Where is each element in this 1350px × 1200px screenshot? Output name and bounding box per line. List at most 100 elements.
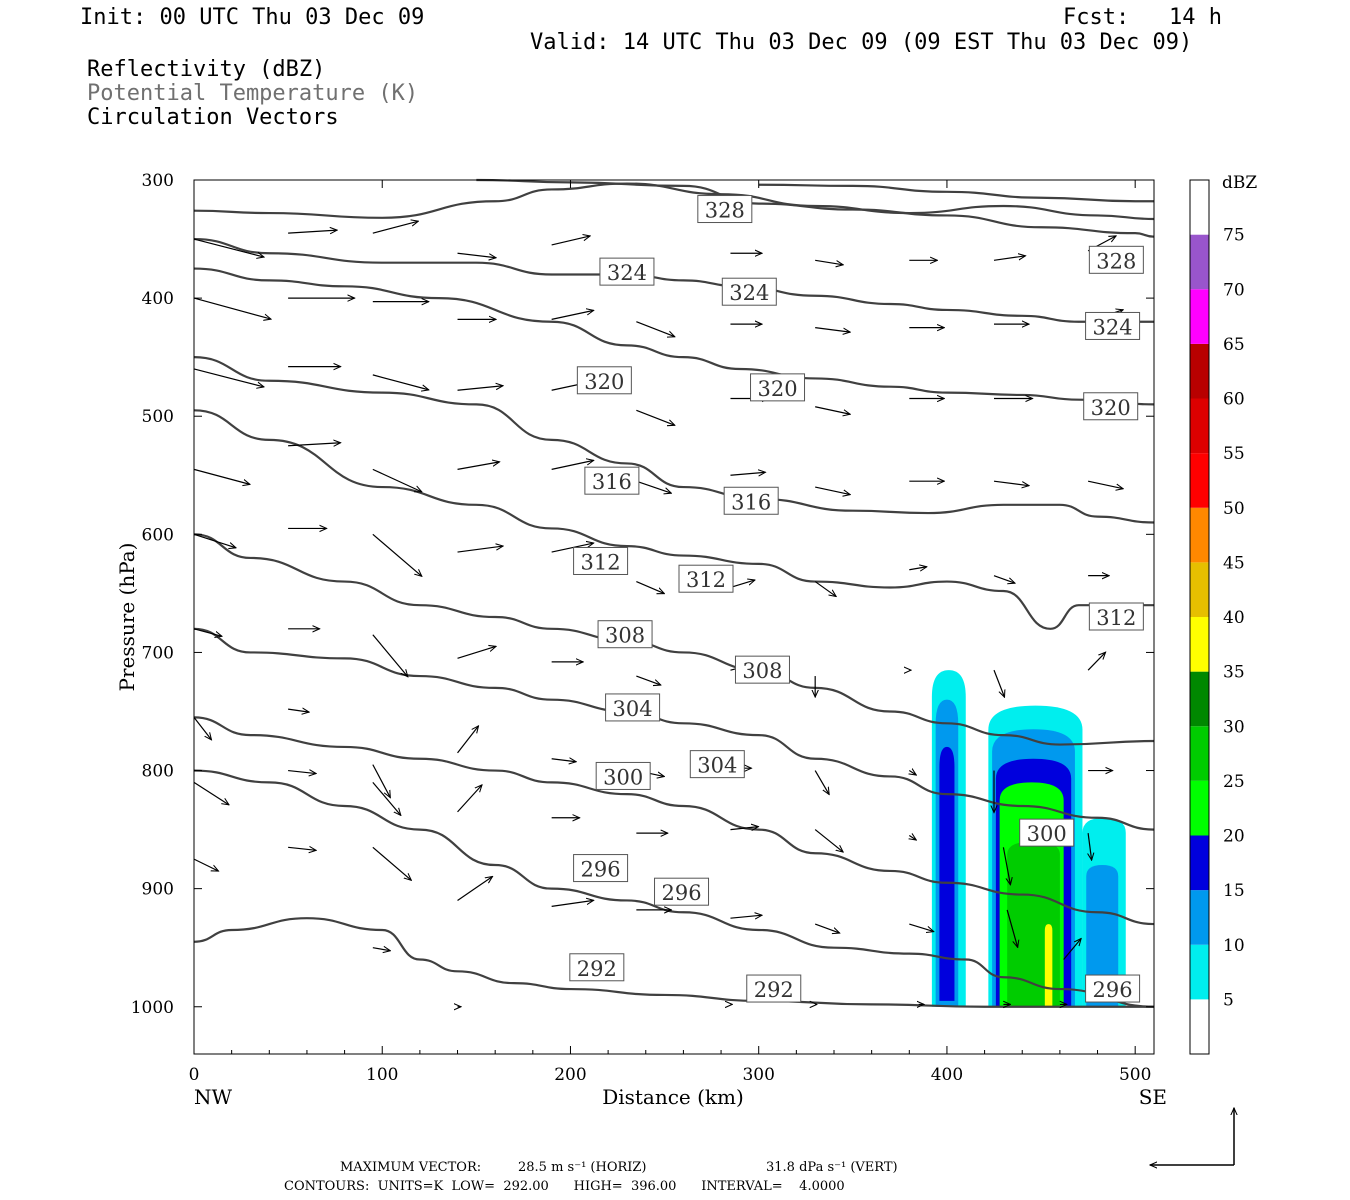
circulation-vector [636, 480, 671, 493]
colorbar-segment [1190, 835, 1209, 891]
circulation-vector [551, 310, 594, 320]
circulation-vector [288, 709, 309, 712]
y-tick-label: 600 [142, 525, 174, 545]
circulation-vector [457, 726, 479, 754]
y-tick-label: 900 [142, 880, 174, 900]
theta-label: 320 [1091, 396, 1131, 420]
theta-contour-320 [193, 356, 1155, 524]
x-tick-label: 500 [1119, 1065, 1151, 1085]
circulation-vector [193, 717, 212, 740]
theta-label-box [1088, 602, 1144, 631]
x-tick-label: 300 [742, 1065, 774, 1085]
theta-label-box [750, 373, 806, 402]
colorbar-segment [1190, 180, 1209, 235]
colorbar-segment [1190, 999, 1209, 1054]
colorbar-label: 55 [1223, 444, 1245, 464]
theta-label: 296 [1093, 978, 1133, 1002]
circulation-vector [814, 829, 843, 853]
circulation-vector [909, 836, 916, 841]
colorbar-label: 30 [1223, 717, 1245, 737]
theta-label-box [597, 620, 653, 649]
y-tick-label: 700 [142, 643, 174, 663]
theta-label: 316 [731, 490, 771, 514]
theta-label-box [1019, 818, 1075, 847]
circulation-vector [193, 628, 222, 637]
circulation-vector [993, 480, 1029, 486]
colorbar-label: 5 [1223, 990, 1234, 1010]
theta-label: 300 [603, 765, 643, 789]
theta-label-box [734, 655, 790, 684]
circulation-vector [457, 785, 483, 813]
circulation-vector [551, 236, 591, 246]
colorbar-label: 65 [1223, 335, 1245, 355]
circulation-vector [457, 386, 504, 391]
colorbar-segment [1190, 726, 1209, 781]
colorbar-label: 75 [1223, 226, 1245, 246]
x-tick-label: 200 [554, 1065, 586, 1085]
theta-contour-308 [193, 627, 1155, 831]
theta-label: 300 [1027, 822, 1067, 846]
circulation-vector [372, 764, 391, 798]
theta-label: 312 [581, 550, 621, 574]
circulation-vector [1087, 480, 1123, 489]
circulation-vector [1087, 652, 1106, 671]
circulation-vector [551, 460, 594, 470]
circulation-vector [730, 580, 755, 589]
circulation-vector-layer [193, 221, 1123, 1007]
circulation-vector [814, 770, 829, 795]
theta-label-box [721, 277, 777, 306]
circulation-vector [636, 409, 675, 425]
theta-label-box [1085, 974, 1141, 1003]
circulation-vector [551, 900, 594, 907]
theta-label: 308 [605, 624, 645, 648]
circulation-vector [815, 406, 850, 415]
circulation-vector [193, 368, 264, 387]
circulation-vector [636, 581, 664, 594]
y-tick-label: 1000 [131, 998, 174, 1018]
field-potential-temperature: Potential Temperature (K) [87, 81, 419, 106]
theta-label-box [689, 750, 745, 779]
theta-label: 304 [613, 697, 653, 721]
theta-label: 328 [1096, 249, 1136, 273]
circulation-vector [815, 259, 843, 265]
y-tick-label: 400 [142, 289, 174, 309]
theta-contour-324 [193, 267, 1155, 406]
colorbar-label: 70 [1223, 280, 1245, 300]
circulation-vector [288, 443, 341, 446]
theta-label: 328 [705, 199, 745, 223]
circulation-vector [193, 781, 229, 805]
circulation-vector [730, 827, 758, 830]
reference-vector-icon [1150, 1108, 1234, 1165]
theta-label-layer: 328 328 324 324 324 320 320 320 316 316 312 312 312 3… [569, 195, 1144, 1003]
theta-label: 296 [581, 858, 621, 882]
x-tick-label: 0 [189, 1065, 200, 1085]
theta-label-box [1085, 311, 1141, 340]
theta-label: 312 [686, 568, 726, 592]
theta-contour-300 [193, 716, 1155, 926]
theta-contour-296 [193, 769, 1155, 1008]
theta-label-box [595, 761, 651, 790]
theta-contour-324 [193, 237, 1154, 323]
theta-contour-328 [193, 182, 1155, 221]
theta-contour-328 [476, 178, 1155, 238]
colorbar-segment [1190, 890, 1209, 945]
theta-label: 292 [754, 978, 794, 1002]
plot-frame [193, 179, 1155, 1055]
colorbar-segment [1190, 617, 1209, 672]
theta-label: 312 [1096, 606, 1136, 630]
circulation-vector [730, 472, 765, 475]
theta-label-box [1083, 392, 1139, 421]
theta-label: 292 [577, 957, 617, 981]
theta-contour-328 [758, 183, 1154, 203]
x-end-label-left: NW [194, 1085, 233, 1109]
theta-contour-layer [193, 178, 1155, 1008]
theta-label-box [746, 974, 802, 1003]
forecast-hour: Fcst: 14 h [1063, 5, 1222, 30]
theta-label: 316 [592, 470, 632, 494]
theta-contour-292 [193, 917, 1154, 1008]
circulation-vector [551, 759, 577, 762]
colorbar-label: 10 [1223, 936, 1245, 956]
colorbar-segment [1190, 398, 1209, 454]
theta-label-box [654, 877, 710, 906]
